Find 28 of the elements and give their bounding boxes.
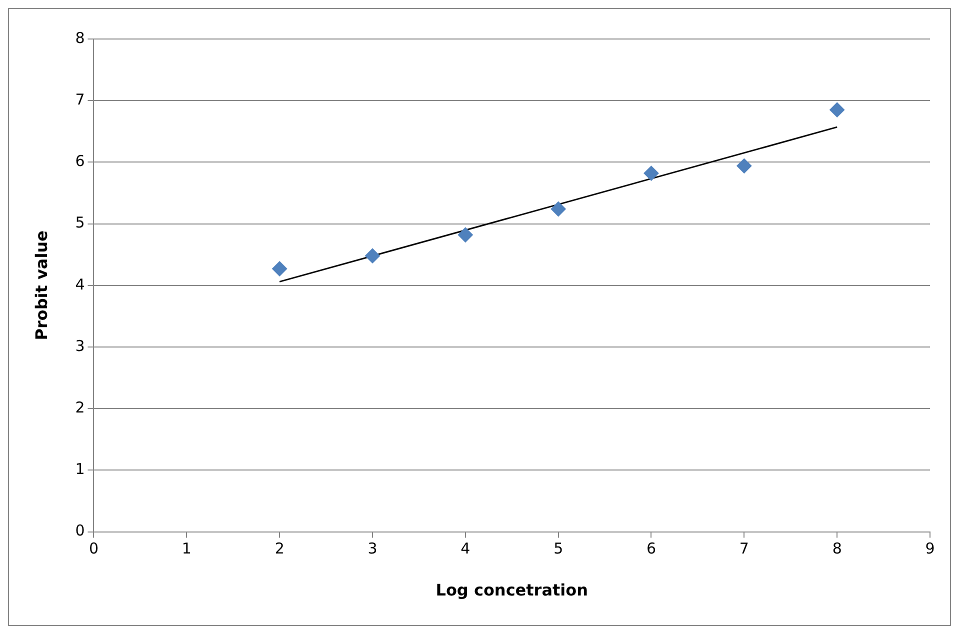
point — [364, 248, 380, 264]
x-tick-label: 2 — [274, 540, 284, 558]
y-tick-label: 1 — [75, 460, 85, 478]
y-tick-label: 2 — [75, 398, 85, 416]
point — [272, 261, 288, 276]
x-tick-label: 1 — [182, 540, 192, 558]
y-tick-label: 7 — [75, 90, 85, 108]
y-axis-title: Probit value — [32, 230, 51, 340]
point — [550, 202, 566, 217]
x-tick-label: 8 — [832, 540, 842, 558]
point — [644, 166, 659, 181]
x-tick-label: 0 — [88, 540, 99, 558]
y-tick-label: 5 — [75, 214, 85, 232]
x-tick-label: 4 — [460, 540, 470, 558]
y-tick-label: 8 — [75, 28, 85, 47]
point — [458, 227, 473, 242]
point — [830, 102, 845, 118]
y-tick-label: 4 — [75, 275, 85, 294]
y-tick-label: 3 — [75, 336, 85, 355]
x-tick-label: 5 — [554, 540, 564, 558]
x-axis-title: Log concetration — [436, 580, 588, 600]
x-tick-label: 7 — [739, 540, 749, 558]
x-tick-label: 3 — [368, 540, 378, 558]
x-tick-label: 9 — [925, 540, 935, 558]
x-tick-label: 6 — [646, 540, 656, 558]
y-tick-label: 0 — [75, 522, 85, 540]
y-tick-label: 6 — [75, 152, 85, 170]
point — [736, 158, 752, 174]
